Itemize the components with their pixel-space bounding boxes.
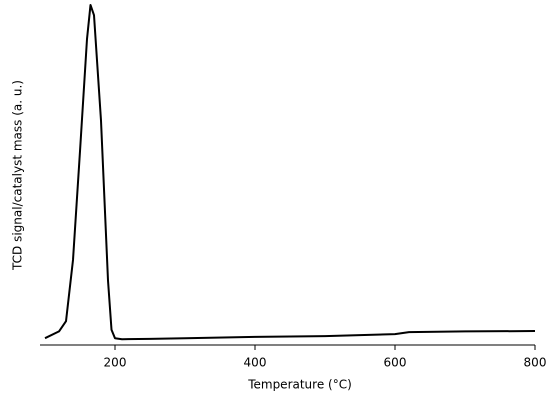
x-axis-label: Temperature (°C) [247, 378, 352, 392]
x-tick-label: 600 [384, 356, 407, 370]
x-tick-label: 800 [524, 356, 547, 370]
x-tick-label: 200 [104, 356, 127, 370]
x-tick-label: 400 [244, 356, 267, 370]
y-axis-label: TCD signal/catalyst mass (a. u.) [11, 80, 25, 271]
data-line [44, 4, 536, 341]
